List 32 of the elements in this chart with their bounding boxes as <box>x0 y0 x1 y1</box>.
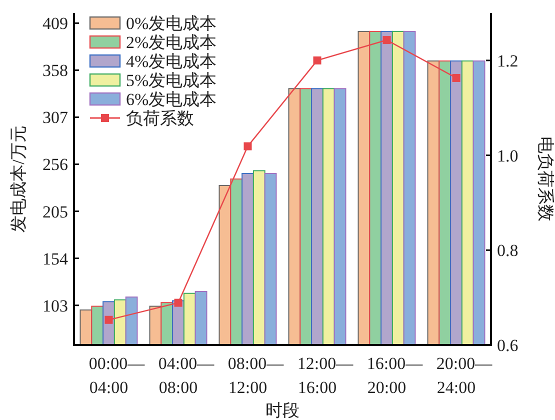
point <box>244 142 252 150</box>
y-tick-label: 256 <box>42 155 68 174</box>
point <box>382 36 391 44</box>
y-tick-label: 358 <box>42 61 68 80</box>
point <box>452 74 460 82</box>
legend-label: 0%发电成本 <box>126 14 217 33</box>
x-axis-title: 时段 <box>266 401 300 420</box>
x-tick-label: 04:00— 08:00 <box>158 354 216 397</box>
y2-tick-label: 1.0 <box>497 146 518 166</box>
legend-label: 2%发电成本 <box>126 33 217 52</box>
x-tick-label: 16:00— 20:00 <box>366 354 424 397</box>
y2-tick-label: 1.2 <box>497 51 518 70</box>
y2-axis-title: 电负荷系数 <box>536 136 555 222</box>
x-tick-label: 08:00— 12:00 <box>228 354 285 397</box>
legend-label: 4%发电成本 <box>126 52 217 71</box>
point <box>174 298 182 307</box>
y-tick-label: 307 <box>42 108 68 128</box>
point <box>104 316 113 324</box>
y-axis-title: 发电成本/万元 <box>9 126 28 232</box>
y2-tick-label: 0.6 <box>497 336 518 355</box>
y2-tick-label: 0.8 <box>497 241 518 260</box>
y-tick-label: 205 <box>42 202 68 222</box>
x-tick-label: 12:00— 16:00 <box>297 354 354 397</box>
y-tick-label: 154 <box>42 249 68 268</box>
x-tick-label: 00:00— 04:00 <box>88 354 146 397</box>
y-tick-label: 409 <box>42 14 68 34</box>
legend-label: 负荷系数 <box>126 109 194 128</box>
legend-label: 6%发电成本 <box>126 90 217 109</box>
y-tick-label: 103 <box>42 296 68 316</box>
x-tick-label: 20:00— 24:00 <box>436 354 494 397</box>
point <box>313 56 322 64</box>
legend-label: 5%发电成本 <box>126 71 217 90</box>
